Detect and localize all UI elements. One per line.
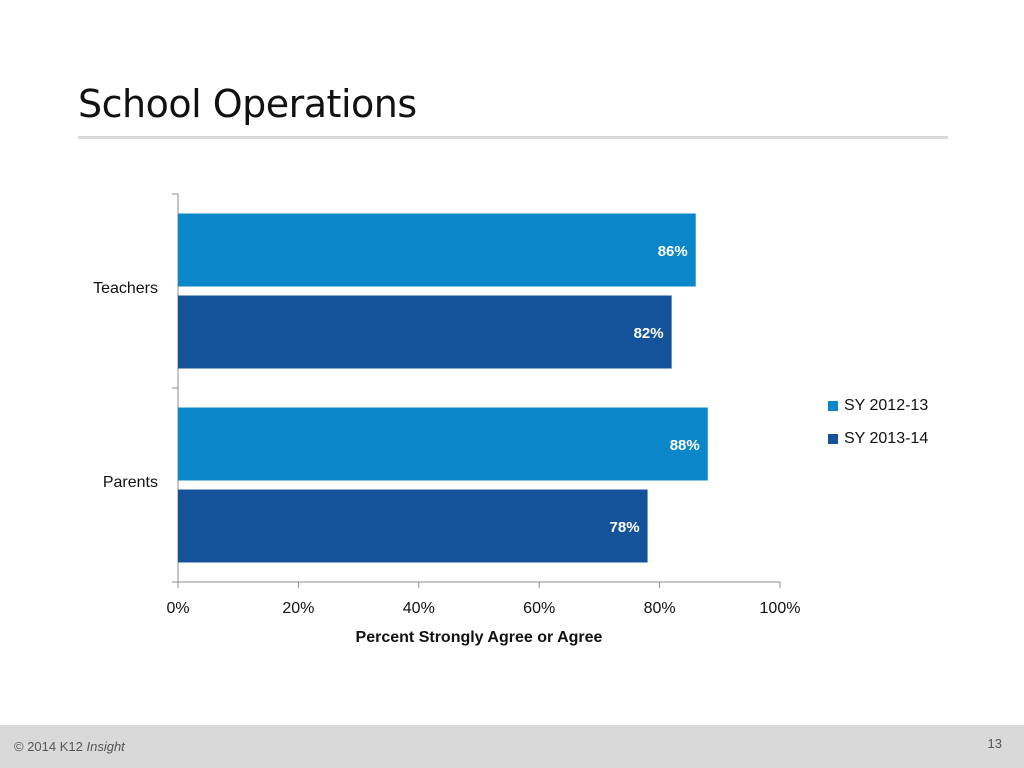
data-label: 88% bbox=[670, 437, 700, 454]
bar bbox=[178, 489, 648, 563]
x-tick-label: 80% bbox=[644, 600, 676, 617]
title-divider bbox=[78, 136, 948, 139]
data-label: 82% bbox=[634, 325, 664, 342]
legend-label-series-2: SY 2013-14 bbox=[844, 430, 929, 447]
footer-copyright: © 2014 K12 Insight bbox=[14, 739, 125, 754]
chart-bars bbox=[178, 213, 708, 563]
slide-title: School Operations bbox=[78, 82, 417, 126]
chart-legend: SY 2012-13 SY 2013-14 bbox=[828, 396, 928, 462]
bar bbox=[178, 407, 708, 481]
data-label: 86% bbox=[658, 243, 688, 260]
x-tick-label: 20% bbox=[282, 600, 314, 617]
bar-chart: 0% 20% 40% 60% 80% 100% Percent Strongly Agree… bbox=[93, 193, 800, 646]
slide-footer: © 2014 K12 Insight 13 bbox=[0, 725, 1024, 768]
x-tick-label: 0% bbox=[166, 600, 189, 617]
category-label: Teachers bbox=[93, 280, 158, 297]
category-label: Parents bbox=[103, 474, 158, 491]
bar bbox=[178, 213, 696, 287]
copyright-text: © 2014 K12 bbox=[14, 739, 83, 754]
data-label: 78% bbox=[610, 519, 640, 536]
legend-item-series-2: SY 2013-14 bbox=[828, 429, 928, 449]
legend-item-series-1: SY 2012-13 bbox=[828, 396, 928, 416]
legend-swatch-series-2 bbox=[828, 434, 838, 444]
x-tick-label: 100% bbox=[760, 600, 801, 617]
chart-labels: 0% 20% 40% 60% 80% 100% Percent Strongly Agree… bbox=[93, 243, 800, 646]
page-number: 13 bbox=[987, 736, 1002, 751]
bar bbox=[178, 295, 672, 369]
x-axis-title: Percent Strongly Agree or Agree bbox=[356, 629, 603, 646]
x-tick-label: 40% bbox=[403, 600, 435, 617]
legend-label-series-1: SY 2012-13 bbox=[844, 397, 929, 414]
brand-name: Insight bbox=[86, 739, 125, 754]
x-tick-label: 60% bbox=[523, 600, 555, 617]
legend-swatch-series-1 bbox=[828, 401, 838, 411]
